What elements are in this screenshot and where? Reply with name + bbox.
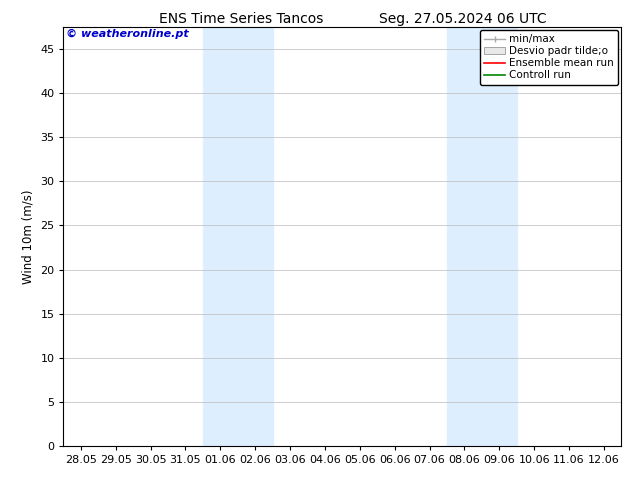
Text: ENS Time Series Tancos: ENS Time Series Tancos [158,12,323,26]
Bar [203,27,273,446]
Text: Seg. 27.05.2024 06 UTC: Seg. 27.05.2024 06 UTC [379,12,547,26]
Legend: min/max, Desvio padr tilde;o, Ensemble mean run, Controll run: min/max, Desvio padr tilde;o, Ensemble m… [480,30,618,85]
Text: © weatheronline.pt: © weatheronline.pt [66,29,189,39]
Bar [447,27,517,446]
Y-axis label: Wind 10m (m/s): Wind 10m (m/s) [22,189,35,284]
